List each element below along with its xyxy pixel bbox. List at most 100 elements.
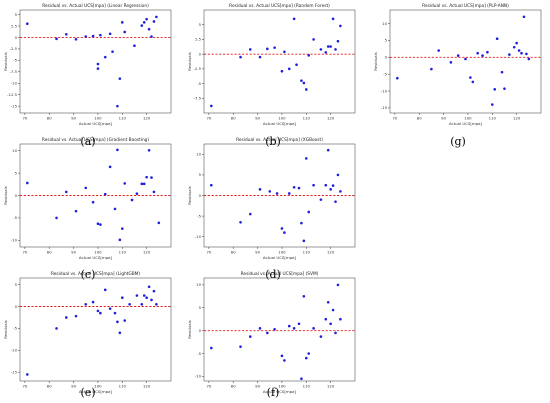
data-point xyxy=(147,27,151,31)
data-point xyxy=(147,285,151,289)
data-point xyxy=(268,190,272,193)
chart-panel-f: Residual vs. Actual UCS[mpa] (SVM) 70 80 90… xyxy=(184,268,362,401)
data-point xyxy=(302,81,306,85)
data-point xyxy=(324,183,328,187)
plot-frame xyxy=(389,9,542,114)
data-point xyxy=(522,15,526,19)
data-point xyxy=(280,227,284,230)
data-point xyxy=(307,210,311,214)
chart-panel-a: Residual vs. Actual UCS[mpa] (Linear Reg… xyxy=(0,0,178,133)
data-point xyxy=(336,39,340,43)
chart-title: Residual vs. Actual UCS[mpa] (Linear Reg… xyxy=(42,3,149,9)
plot-frame xyxy=(19,143,172,248)
data-point xyxy=(118,331,122,335)
data-point xyxy=(520,51,523,55)
data-point xyxy=(307,352,311,355)
data-point xyxy=(152,289,156,293)
data-point xyxy=(319,48,323,51)
scatter-plot-e: Residual vs. Actual UCS[mpa] (LightGBM) 7… xyxy=(3,271,172,394)
data-point xyxy=(128,302,131,306)
y-tick-label: -15 xyxy=(11,370,18,375)
data-point xyxy=(292,327,296,330)
data-point xyxy=(26,22,29,26)
y-tick-label: -5 xyxy=(13,326,17,331)
x-tick-label: 80 xyxy=(231,116,236,121)
y-tick-label: -5 xyxy=(13,215,17,220)
y-tick-label: 10 xyxy=(12,148,17,153)
scatter-plot-d: Residual vs. Actual UCS[mpa] (XGBoost) 70… xyxy=(187,137,356,260)
data-point xyxy=(339,190,342,193)
data-point xyxy=(135,294,139,297)
chart-title: Residual vs. Actual UCS[mpa] (Gradient B… xyxy=(42,137,150,143)
chart-title: Residual vs. Actual UCS[mpa] (PLP-ANN) xyxy=(422,3,509,9)
data-point xyxy=(307,54,311,57)
data-point xyxy=(96,67,100,70)
y-tick-label: -15 xyxy=(11,103,18,108)
data-point xyxy=(99,33,102,37)
data-point xyxy=(508,53,511,56)
data-point xyxy=(145,296,148,300)
y-axis-label: Residuals xyxy=(373,52,378,70)
data-point xyxy=(324,51,328,54)
data-point xyxy=(84,186,88,190)
data-point xyxy=(210,346,213,350)
data-point xyxy=(157,221,161,225)
y-tick-label: 2.5 xyxy=(11,23,18,28)
data-point xyxy=(319,335,323,338)
caption-b: (b) xyxy=(265,135,281,148)
data-point xyxy=(142,294,146,297)
data-point xyxy=(155,15,158,19)
data-point xyxy=(116,104,119,108)
data-point xyxy=(329,322,332,326)
data-point xyxy=(515,41,518,45)
chart-panel-e: Residual vs. Actual UCS[mpa] (LightGBM) 7… xyxy=(0,268,178,401)
data-point xyxy=(449,61,453,64)
data-point xyxy=(493,88,497,91)
x-axis-label: Actual UCS[mpa] xyxy=(449,121,483,126)
x-tick-label: 110 xyxy=(303,116,311,121)
y-axis-label: Residuals xyxy=(187,52,192,70)
y-tick-label: 2.5 xyxy=(195,37,202,42)
scatter-plot-f: Residual vs. Actual UCS[mpa] (SVM) 70 80 90… xyxy=(187,271,356,394)
data-point xyxy=(120,296,124,300)
data-point xyxy=(103,55,107,59)
y-axis-label: Residuals xyxy=(187,186,192,204)
y-tick-label: -2.5 xyxy=(194,66,202,71)
data-point xyxy=(287,324,291,328)
caption-f: (f) xyxy=(266,386,280,399)
x-tick-label: 80 xyxy=(231,250,236,255)
y-tick-label: 5 xyxy=(15,12,18,17)
data-point xyxy=(292,185,296,189)
data-point xyxy=(280,69,284,73)
y-tick-label: 5 xyxy=(15,282,18,287)
data-point xyxy=(210,183,213,187)
data-point xyxy=(292,17,296,21)
caption-g: (g) xyxy=(450,135,466,148)
y-tick-label: 5 xyxy=(15,170,18,175)
chart-panel-g: Residual vs. Actual UCS[mpa] (PLP-ANN) 70… xyxy=(370,0,548,133)
data-point xyxy=(135,192,139,196)
data-point xyxy=(326,148,330,152)
data-point xyxy=(336,283,340,287)
data-point xyxy=(248,48,252,51)
x-axis-label: Actual UCS[mpa] xyxy=(79,255,113,260)
data-point xyxy=(300,377,303,381)
data-point xyxy=(302,239,306,243)
data-point xyxy=(91,200,95,204)
y-tick-label: -2.5 xyxy=(10,46,18,51)
data-point xyxy=(155,302,158,306)
data-point xyxy=(258,55,262,59)
data-point xyxy=(273,327,276,331)
data-point xyxy=(140,182,144,186)
x-tick-label: 120 xyxy=(513,116,521,121)
data-point xyxy=(96,309,100,313)
y-axis-label: Residuals xyxy=(3,320,8,338)
data-point xyxy=(84,35,88,38)
data-point xyxy=(84,302,88,306)
data-point xyxy=(312,327,315,330)
x-tick-label: 110 xyxy=(303,250,311,255)
x-tick-label: 100 xyxy=(278,116,286,121)
data-point xyxy=(64,316,68,319)
y-tick-label: 10 xyxy=(382,21,387,26)
data-point xyxy=(329,45,332,48)
